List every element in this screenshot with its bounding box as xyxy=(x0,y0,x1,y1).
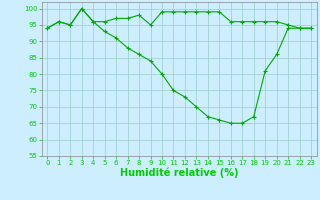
X-axis label: Humidité relative (%): Humidité relative (%) xyxy=(120,168,238,178)
